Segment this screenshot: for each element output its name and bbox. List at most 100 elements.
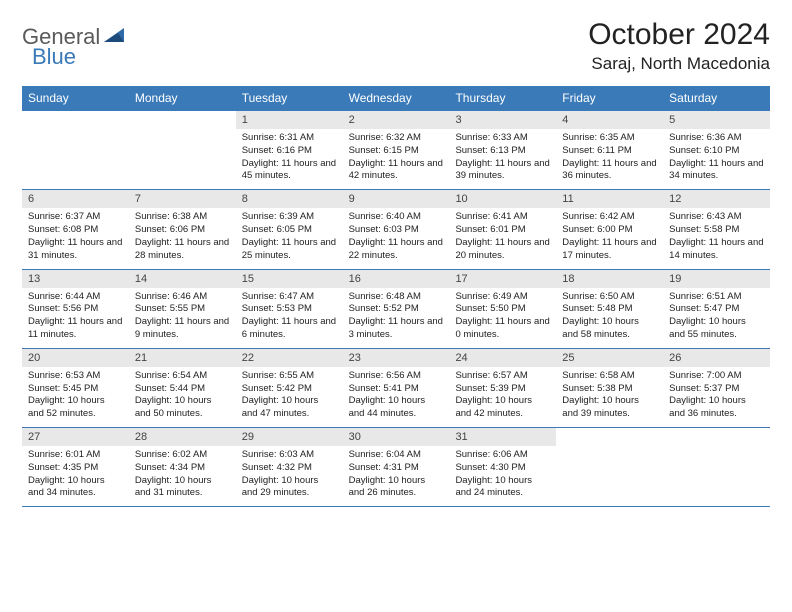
sunset-text: Sunset: 5:56 PM (28, 303, 123, 316)
day-content: Sunrise: 6:32 AMSunset: 6:15 PMDaylight:… (343, 129, 450, 189)
day-content: Sunrise: 6:58 AMSunset: 5:38 PMDaylight:… (556, 367, 663, 427)
day-number: 26 (663, 349, 770, 367)
day-cell: 13Sunrise: 6:44 AMSunset: 5:56 PMDayligh… (22, 270, 129, 348)
day-cell: 26Sunrise: 7:00 AMSunset: 5:37 PMDayligh… (663, 349, 770, 427)
sunset-text: Sunset: 4:30 PM (455, 462, 550, 475)
day-content: Sunrise: 6:38 AMSunset: 6:06 PMDaylight:… (129, 208, 236, 268)
sunset-text: Sunset: 6:01 PM (455, 224, 550, 237)
sunrise-text: Sunrise: 6:01 AM (28, 449, 123, 462)
day-cell: 21Sunrise: 6:54 AMSunset: 5:44 PMDayligh… (129, 349, 236, 427)
day-number: 18 (556, 270, 663, 288)
empty-day-cell (663, 428, 770, 506)
day-content: Sunrise: 6:44 AMSunset: 5:56 PMDaylight:… (22, 288, 129, 348)
sunrise-text: Sunrise: 6:02 AM (135, 449, 230, 462)
day-content: Sunrise: 6:42 AMSunset: 6:00 PMDaylight:… (556, 208, 663, 268)
sunset-text: Sunset: 5:50 PM (455, 303, 550, 316)
sunset-text: Sunset: 6:10 PM (669, 145, 764, 158)
day-cell: 17Sunrise: 6:49 AMSunset: 5:50 PMDayligh… (449, 270, 556, 348)
day-cell: 9Sunrise: 6:40 AMSunset: 6:03 PMDaylight… (343, 190, 450, 268)
day-cell: 11Sunrise: 6:42 AMSunset: 6:00 PMDayligh… (556, 190, 663, 268)
day-number: 22 (236, 349, 343, 367)
day-number: 30 (343, 428, 450, 446)
day-header: Tuesday (236, 86, 343, 110)
sunset-text: Sunset: 6:00 PM (562, 224, 657, 237)
day-cell: 22Sunrise: 6:55 AMSunset: 5:42 PMDayligh… (236, 349, 343, 427)
day-content: Sunrise: 6:47 AMSunset: 5:53 PMDaylight:… (236, 288, 343, 348)
day-number: 23 (343, 349, 450, 367)
sunrise-text: Sunrise: 6:46 AM (135, 291, 230, 304)
day-content: Sunrise: 6:55 AMSunset: 5:42 PMDaylight:… (236, 367, 343, 427)
daylight-text: Daylight: 11 hours and 34 minutes. (669, 158, 764, 184)
calendar-grid: SundayMondayTuesdayWednesdayThursdayFrid… (22, 86, 770, 507)
day-number: 1 (236, 111, 343, 129)
sunset-text: Sunset: 4:34 PM (135, 462, 230, 475)
day-number: 21 (129, 349, 236, 367)
sunset-text: Sunset: 5:53 PM (242, 303, 337, 316)
day-cell: 8Sunrise: 6:39 AMSunset: 6:05 PMDaylight… (236, 190, 343, 268)
sunset-text: Sunset: 6:06 PM (135, 224, 230, 237)
daylight-text: Daylight: 11 hours and 28 minutes. (135, 237, 230, 263)
day-cell: 18Sunrise: 6:50 AMSunset: 5:48 PMDayligh… (556, 270, 663, 348)
day-cell: 20Sunrise: 6:53 AMSunset: 5:45 PMDayligh… (22, 349, 129, 427)
daylight-text: Daylight: 10 hours and 58 minutes. (562, 316, 657, 342)
day-content: Sunrise: 6:39 AMSunset: 6:05 PMDaylight:… (236, 208, 343, 268)
day-number: 28 (129, 428, 236, 446)
weeks-container: 1Sunrise: 6:31 AMSunset: 6:16 PMDaylight… (22, 110, 770, 507)
sunset-text: Sunset: 5:37 PM (669, 383, 764, 396)
day-cell: 14Sunrise: 6:46 AMSunset: 5:55 PMDayligh… (129, 270, 236, 348)
day-number: 24 (449, 349, 556, 367)
sunset-text: Sunset: 6:05 PM (242, 224, 337, 237)
day-header: Thursday (449, 86, 556, 110)
sunrise-text: Sunrise: 6:41 AM (455, 211, 550, 224)
sunset-text: Sunset: 5:42 PM (242, 383, 337, 396)
sunrise-text: Sunrise: 7:00 AM (669, 370, 764, 383)
day-cell: 3Sunrise: 6:33 AMSunset: 6:13 PMDaylight… (449, 111, 556, 189)
brand-part2: Blue (32, 44, 76, 70)
daylight-text: Daylight: 10 hours and 24 minutes. (455, 475, 550, 501)
daylight-text: Daylight: 10 hours and 36 minutes. (669, 395, 764, 421)
day-number: 14 (129, 270, 236, 288)
sunrise-text: Sunrise: 6:50 AM (562, 291, 657, 304)
sunrise-text: Sunrise: 6:04 AM (349, 449, 444, 462)
sunset-text: Sunset: 6:13 PM (455, 145, 550, 158)
day-content: Sunrise: 6:04 AMSunset: 4:31 PMDaylight:… (343, 446, 450, 506)
daylight-text: Daylight: 11 hours and 39 minutes. (455, 158, 550, 184)
week-row: 6Sunrise: 6:37 AMSunset: 6:08 PMDaylight… (22, 189, 770, 268)
day-number: 29 (236, 428, 343, 446)
day-number: 31 (449, 428, 556, 446)
day-content: Sunrise: 6:35 AMSunset: 6:11 PMDaylight:… (556, 129, 663, 189)
sunset-text: Sunset: 4:32 PM (242, 462, 337, 475)
daylight-text: Daylight: 11 hours and 45 minutes. (242, 158, 337, 184)
month-title: October 2024 (588, 18, 770, 52)
daylight-text: Daylight: 10 hours and 50 minutes. (135, 395, 230, 421)
daylight-text: Daylight: 11 hours and 14 minutes. (669, 237, 764, 263)
empty-day-cell (129, 111, 236, 189)
daylight-text: Daylight: 11 hours and 17 minutes. (562, 237, 657, 263)
sunrise-text: Sunrise: 6:38 AM (135, 211, 230, 224)
day-content: Sunrise: 6:37 AMSunset: 6:08 PMDaylight:… (22, 208, 129, 268)
daylight-text: Daylight: 11 hours and 22 minutes. (349, 237, 444, 263)
day-content: Sunrise: 6:33 AMSunset: 6:13 PMDaylight:… (449, 129, 556, 189)
day-number: 15 (236, 270, 343, 288)
day-number: 16 (343, 270, 450, 288)
sunrise-text: Sunrise: 6:40 AM (349, 211, 444, 224)
day-header: Monday (129, 86, 236, 110)
day-number: 19 (663, 270, 770, 288)
page-header: General October 2024 Saraj, North Macedo… (22, 18, 770, 74)
sunrise-text: Sunrise: 6:58 AM (562, 370, 657, 383)
day-number: 17 (449, 270, 556, 288)
daylight-text: Daylight: 10 hours and 55 minutes. (669, 316, 764, 342)
sunset-text: Sunset: 6:08 PM (28, 224, 123, 237)
day-cell: 30Sunrise: 6:04 AMSunset: 4:31 PMDayligh… (343, 428, 450, 506)
daylight-text: Daylight: 10 hours and 29 minutes. (242, 475, 337, 501)
sunset-text: Sunset: 5:39 PM (455, 383, 550, 396)
sunset-text: Sunset: 5:58 PM (669, 224, 764, 237)
day-content: Sunrise: 7:00 AMSunset: 5:37 PMDaylight:… (663, 367, 770, 427)
day-number: 13 (22, 270, 129, 288)
sunrise-text: Sunrise: 6:47 AM (242, 291, 337, 304)
day-header: Sunday (22, 86, 129, 110)
sunrise-text: Sunrise: 6:55 AM (242, 370, 337, 383)
sunset-text: Sunset: 5:45 PM (28, 383, 123, 396)
day-number: 2 (343, 111, 450, 129)
day-cell: 25Sunrise: 6:58 AMSunset: 5:38 PMDayligh… (556, 349, 663, 427)
